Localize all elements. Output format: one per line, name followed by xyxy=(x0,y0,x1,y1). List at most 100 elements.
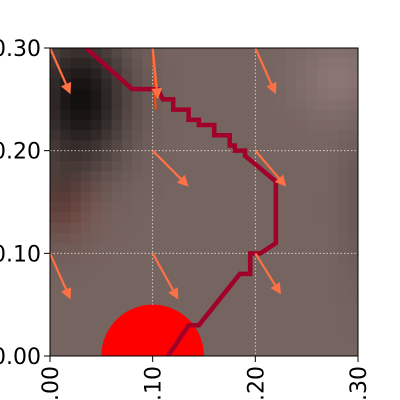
heatmap-cell xyxy=(327,48,339,59)
heatmap-cell xyxy=(60,232,72,244)
heatmap-cell xyxy=(80,150,92,162)
heatmap-cell xyxy=(152,222,164,234)
heatmap-cell xyxy=(327,284,339,295)
heatmap-cell xyxy=(50,232,61,244)
heatmap-cell xyxy=(296,335,308,347)
heatmap-cell xyxy=(193,263,205,275)
heatmap-cell xyxy=(337,314,349,326)
heatmap-cell xyxy=(234,109,246,121)
heatmap-cell xyxy=(152,273,164,285)
heatmap-cell xyxy=(347,325,358,337)
heatmap-cell xyxy=(347,253,358,265)
arrow xyxy=(254,48,277,95)
heatmap-cell xyxy=(245,150,256,162)
heatmap-cell xyxy=(316,160,328,172)
heatmap-cell xyxy=(142,99,154,111)
heatmap-cell xyxy=(337,273,349,285)
heatmap-cell xyxy=(245,243,256,254)
heatmap-cell xyxy=(245,58,256,70)
heatmap-cell xyxy=(50,68,61,80)
heatmap-cell xyxy=(224,335,236,347)
heatmap-cell xyxy=(101,119,113,131)
heatmap-cell xyxy=(265,314,277,326)
heatmap-cell xyxy=(286,119,297,131)
heatmap-cell xyxy=(152,78,164,90)
heatmap-cell xyxy=(80,253,92,265)
heatmap-cell xyxy=(234,294,246,306)
heatmap-cell xyxy=(286,212,297,224)
heatmap-cell xyxy=(316,294,328,306)
heatmap-cell xyxy=(316,130,328,141)
heatmap-cell xyxy=(70,140,82,152)
heatmap-cell xyxy=(214,171,226,183)
heatmap-cell xyxy=(204,109,215,121)
heatmap-cell xyxy=(132,191,143,203)
heatmap-cell xyxy=(234,191,246,203)
heatmap-cell xyxy=(245,99,256,111)
heatmap-cell xyxy=(224,160,236,172)
heatmap-cell xyxy=(316,140,328,152)
heatmap-cell xyxy=(91,150,102,162)
heatmap-cell xyxy=(306,150,318,162)
heatmap-cell xyxy=(121,68,133,80)
heatmap-cell xyxy=(183,243,195,254)
heatmap-cell xyxy=(234,212,246,224)
heatmap-cell xyxy=(204,130,215,141)
arrow-shaft xyxy=(151,149,182,180)
heatmap-cell xyxy=(296,325,308,337)
heatmap-cell xyxy=(255,130,267,141)
heatmap-cell xyxy=(337,99,349,111)
heatmap-cell xyxy=(327,345,339,356)
heatmap-cell xyxy=(80,89,92,100)
heatmap-cell xyxy=(306,304,318,316)
heatmap-cell xyxy=(327,325,339,337)
heatmap-cell xyxy=(214,202,226,213)
heatmap-cell xyxy=(91,325,102,337)
heatmap-cell xyxy=(214,150,226,162)
heatmap-cell xyxy=(327,222,339,234)
heatmap-cell xyxy=(101,314,113,326)
heatmap-cell xyxy=(91,130,102,141)
heatmap-cell xyxy=(80,48,92,59)
heatmap-cell xyxy=(204,48,215,59)
arrow xyxy=(254,149,287,187)
heatmap-cell xyxy=(296,89,308,100)
heatmap-cell xyxy=(60,48,72,59)
heatmap-cell xyxy=(70,304,82,316)
heatmap-cell xyxy=(101,160,113,172)
heatmap-cell xyxy=(132,181,143,193)
heatmap-cell xyxy=(316,243,328,254)
heatmap-cell xyxy=(306,160,318,172)
heatmap-cell xyxy=(173,99,185,111)
heatmap-cell xyxy=(316,222,328,234)
heatmap-cell xyxy=(245,294,256,306)
heatmap-cell xyxy=(60,222,72,234)
heatmap-cell xyxy=(347,78,358,90)
heatmap-cell xyxy=(214,99,226,111)
heatmap-cell xyxy=(296,191,308,203)
heatmap-cell xyxy=(255,314,267,326)
heatmap-cell xyxy=(70,222,82,234)
heatmap-cell xyxy=(91,48,102,59)
heatmap-cell xyxy=(80,325,92,337)
heatmap-cell xyxy=(173,212,185,224)
heatmap-cell xyxy=(80,335,92,347)
heatmap-cell xyxy=(50,109,61,121)
heatmap-cell xyxy=(245,160,256,172)
heatmap-cell xyxy=(173,202,185,213)
heatmap-cell xyxy=(255,222,267,234)
heatmap-cell xyxy=(286,222,297,234)
arrow-head xyxy=(168,287,179,300)
heatmap-cell xyxy=(347,273,358,285)
heatmap-cell xyxy=(214,109,226,121)
plot-frame xyxy=(49,47,359,357)
heatmap-cell xyxy=(132,263,143,275)
heatmap-cell xyxy=(265,304,277,316)
heatmap-cell xyxy=(337,171,349,183)
heatmap-cell xyxy=(347,345,358,356)
heatmap-cell xyxy=(111,191,123,203)
heatmap-cell xyxy=(224,191,236,203)
heatmap-cell xyxy=(152,68,164,80)
heatmap-cell xyxy=(204,181,215,193)
heatmap-cell xyxy=(255,243,267,254)
